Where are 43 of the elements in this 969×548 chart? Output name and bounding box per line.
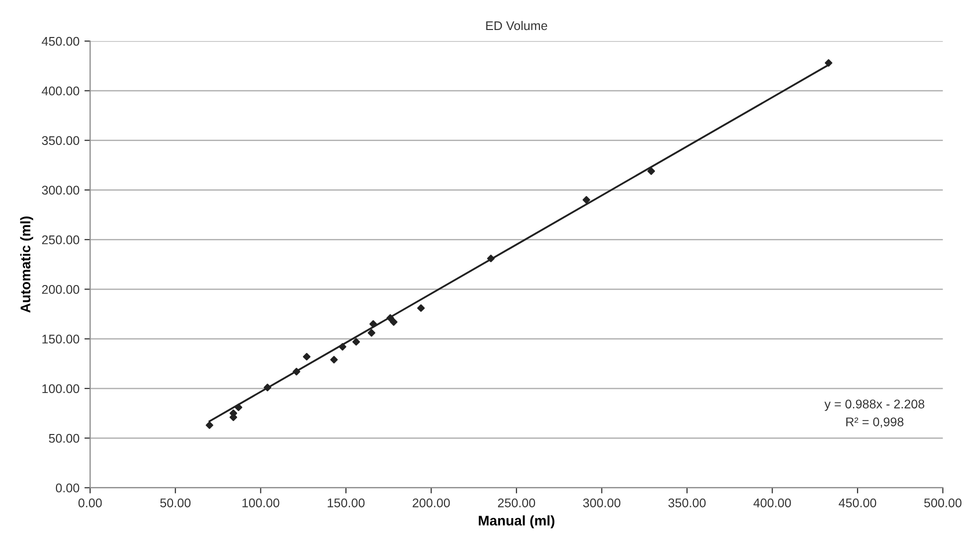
y-tick-label: 150.00 — [42, 334, 80, 344]
y-tick-label: 50.00 — [48, 434, 80, 443]
x-tick-label: 450.00 — [838, 498, 876, 508]
annotation: y = 0.988x - 2.208 — [824, 400, 924, 411]
y-tick-label: 400.00 — [42, 86, 80, 96]
point — [368, 329, 376, 337]
point — [582, 196, 590, 204]
point — [302, 352, 311, 361]
x-tick-label: 500.00 — [924, 498, 962, 508]
x-tick-label: 250.00 — [498, 498, 536, 508]
y-tick-label: 350.00 — [42, 136, 80, 145]
point — [292, 368, 300, 376]
point — [338, 342, 346, 351]
x-tick-label: 350.00 — [668, 498, 706, 508]
y-tick-label: 450.00 — [42, 36, 80, 46]
point — [369, 320, 378, 328]
x-tick-label: 300.00 — [583, 498, 620, 508]
point — [234, 404, 242, 412]
point — [417, 304, 425, 312]
y-tick-label: 100.00 — [42, 384, 80, 394]
point — [824, 59, 832, 67]
x-tick-label: 0.00 — [78, 498, 102, 508]
x-tick-label: 200.00 — [412, 498, 450, 508]
x-tick-label: 50.00 — [160, 498, 191, 508]
annotation: R² = 0,998 — [846, 417, 904, 428]
y-tick-label: 250.00 — [42, 235, 80, 244]
point — [206, 421, 214, 429]
chart-title: ED Volume — [486, 20, 548, 30]
y-tick-label: 200.00 — [42, 285, 80, 294]
point — [487, 254, 495, 262]
point — [386, 314, 394, 322]
x-axis-title: Manual (ml) — [478, 515, 554, 528]
x-tick-label: 150.00 — [328, 498, 365, 508]
point — [264, 384, 272, 392]
y-axis-title: Automatic (ml) — [20, 216, 34, 313]
x-tick-label: 400.00 — [753, 498, 791, 508]
point — [330, 356, 338, 364]
point — [647, 167, 656, 175]
y-tick-label: 0.00 — [56, 484, 80, 492]
point — [352, 338, 360, 346]
y-tick-label: 300.00 — [42, 186, 80, 195]
point — [390, 318, 398, 326]
x-tick-label: 100.00 — [242, 498, 280, 508]
